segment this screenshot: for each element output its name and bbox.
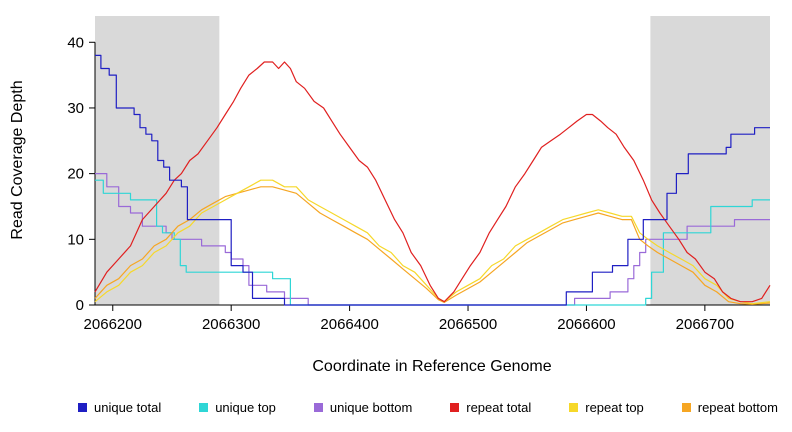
legend-item-unique-bottom: unique bottom (313, 400, 413, 415)
legend: unique total unique top unique bottom repea… (0, 400, 792, 415)
legend-swatch-repeat-bottom (681, 403, 691, 412)
y-tick-label: 0 (76, 297, 84, 314)
x-tick-label: 2066200 (84, 316, 142, 333)
series-line-repeat-total (94, 61, 771, 303)
x-tick-label: 2066300 (202, 316, 260, 333)
legend-label-unique-total: unique total (94, 400, 162, 415)
x-axis-title: Coordinate in Reference Genome (312, 358, 551, 375)
legend-label-repeat-top: repeat top (585, 400, 644, 415)
plot-area: 2066200 2066300 2066400 2066500 2066600 20667… (67, 16, 771, 333)
coverage-plot: 2066200 2066300 2066400 2066500 2066600 20667… (9, 16, 771, 375)
legend-item-repeat-total: repeat total (450, 400, 531, 415)
legend-item-unique-top: unique top (199, 400, 276, 415)
legend-item-repeat-top: repeat top (569, 400, 644, 415)
shaded-region (95, 16, 220, 305)
y-tick-label: 40 (67, 34, 84, 51)
legend-swatch-repeat-top (569, 403, 579, 412)
x-tick-label: 2066400 (320, 316, 378, 333)
y-tick-label: 10 (67, 231, 84, 248)
shaded-region (650, 16, 770, 305)
series-line-unique-top (95, 179, 770, 306)
y-tick-label: 20 (67, 166, 84, 183)
legend-swatch-unique-total (78, 403, 87, 412)
legend-swatch-unique-bottom (313, 403, 323, 412)
legend-swatch-unique-top (199, 403, 209, 412)
y-axis-title: Read Coverage Depth (9, 80, 26, 239)
legend-label-unique-top: unique top (215, 400, 276, 415)
legend-label-unique-bottom: unique bottom (329, 400, 413, 415)
x-tick-label: 2066600 (557, 316, 615, 333)
legend-label-repeat-bottom: repeat bottom (697, 400, 778, 415)
legend-label-repeat-total: repeat total (466, 400, 532, 415)
x-tick-label: 2066700 (676, 316, 734, 333)
series-line-unique-total (95, 54, 770, 306)
legend-item-unique-total: unique total (78, 400, 161, 415)
series-line-repeat-bottom (94, 186, 771, 305)
y-tick-label: 30 (67, 100, 84, 117)
legend-swatch-repeat-total (450, 403, 460, 412)
legend-item-repeat-bottom: repeat bottom (681, 400, 778, 415)
x-tick-label: 2066500 (439, 316, 497, 333)
